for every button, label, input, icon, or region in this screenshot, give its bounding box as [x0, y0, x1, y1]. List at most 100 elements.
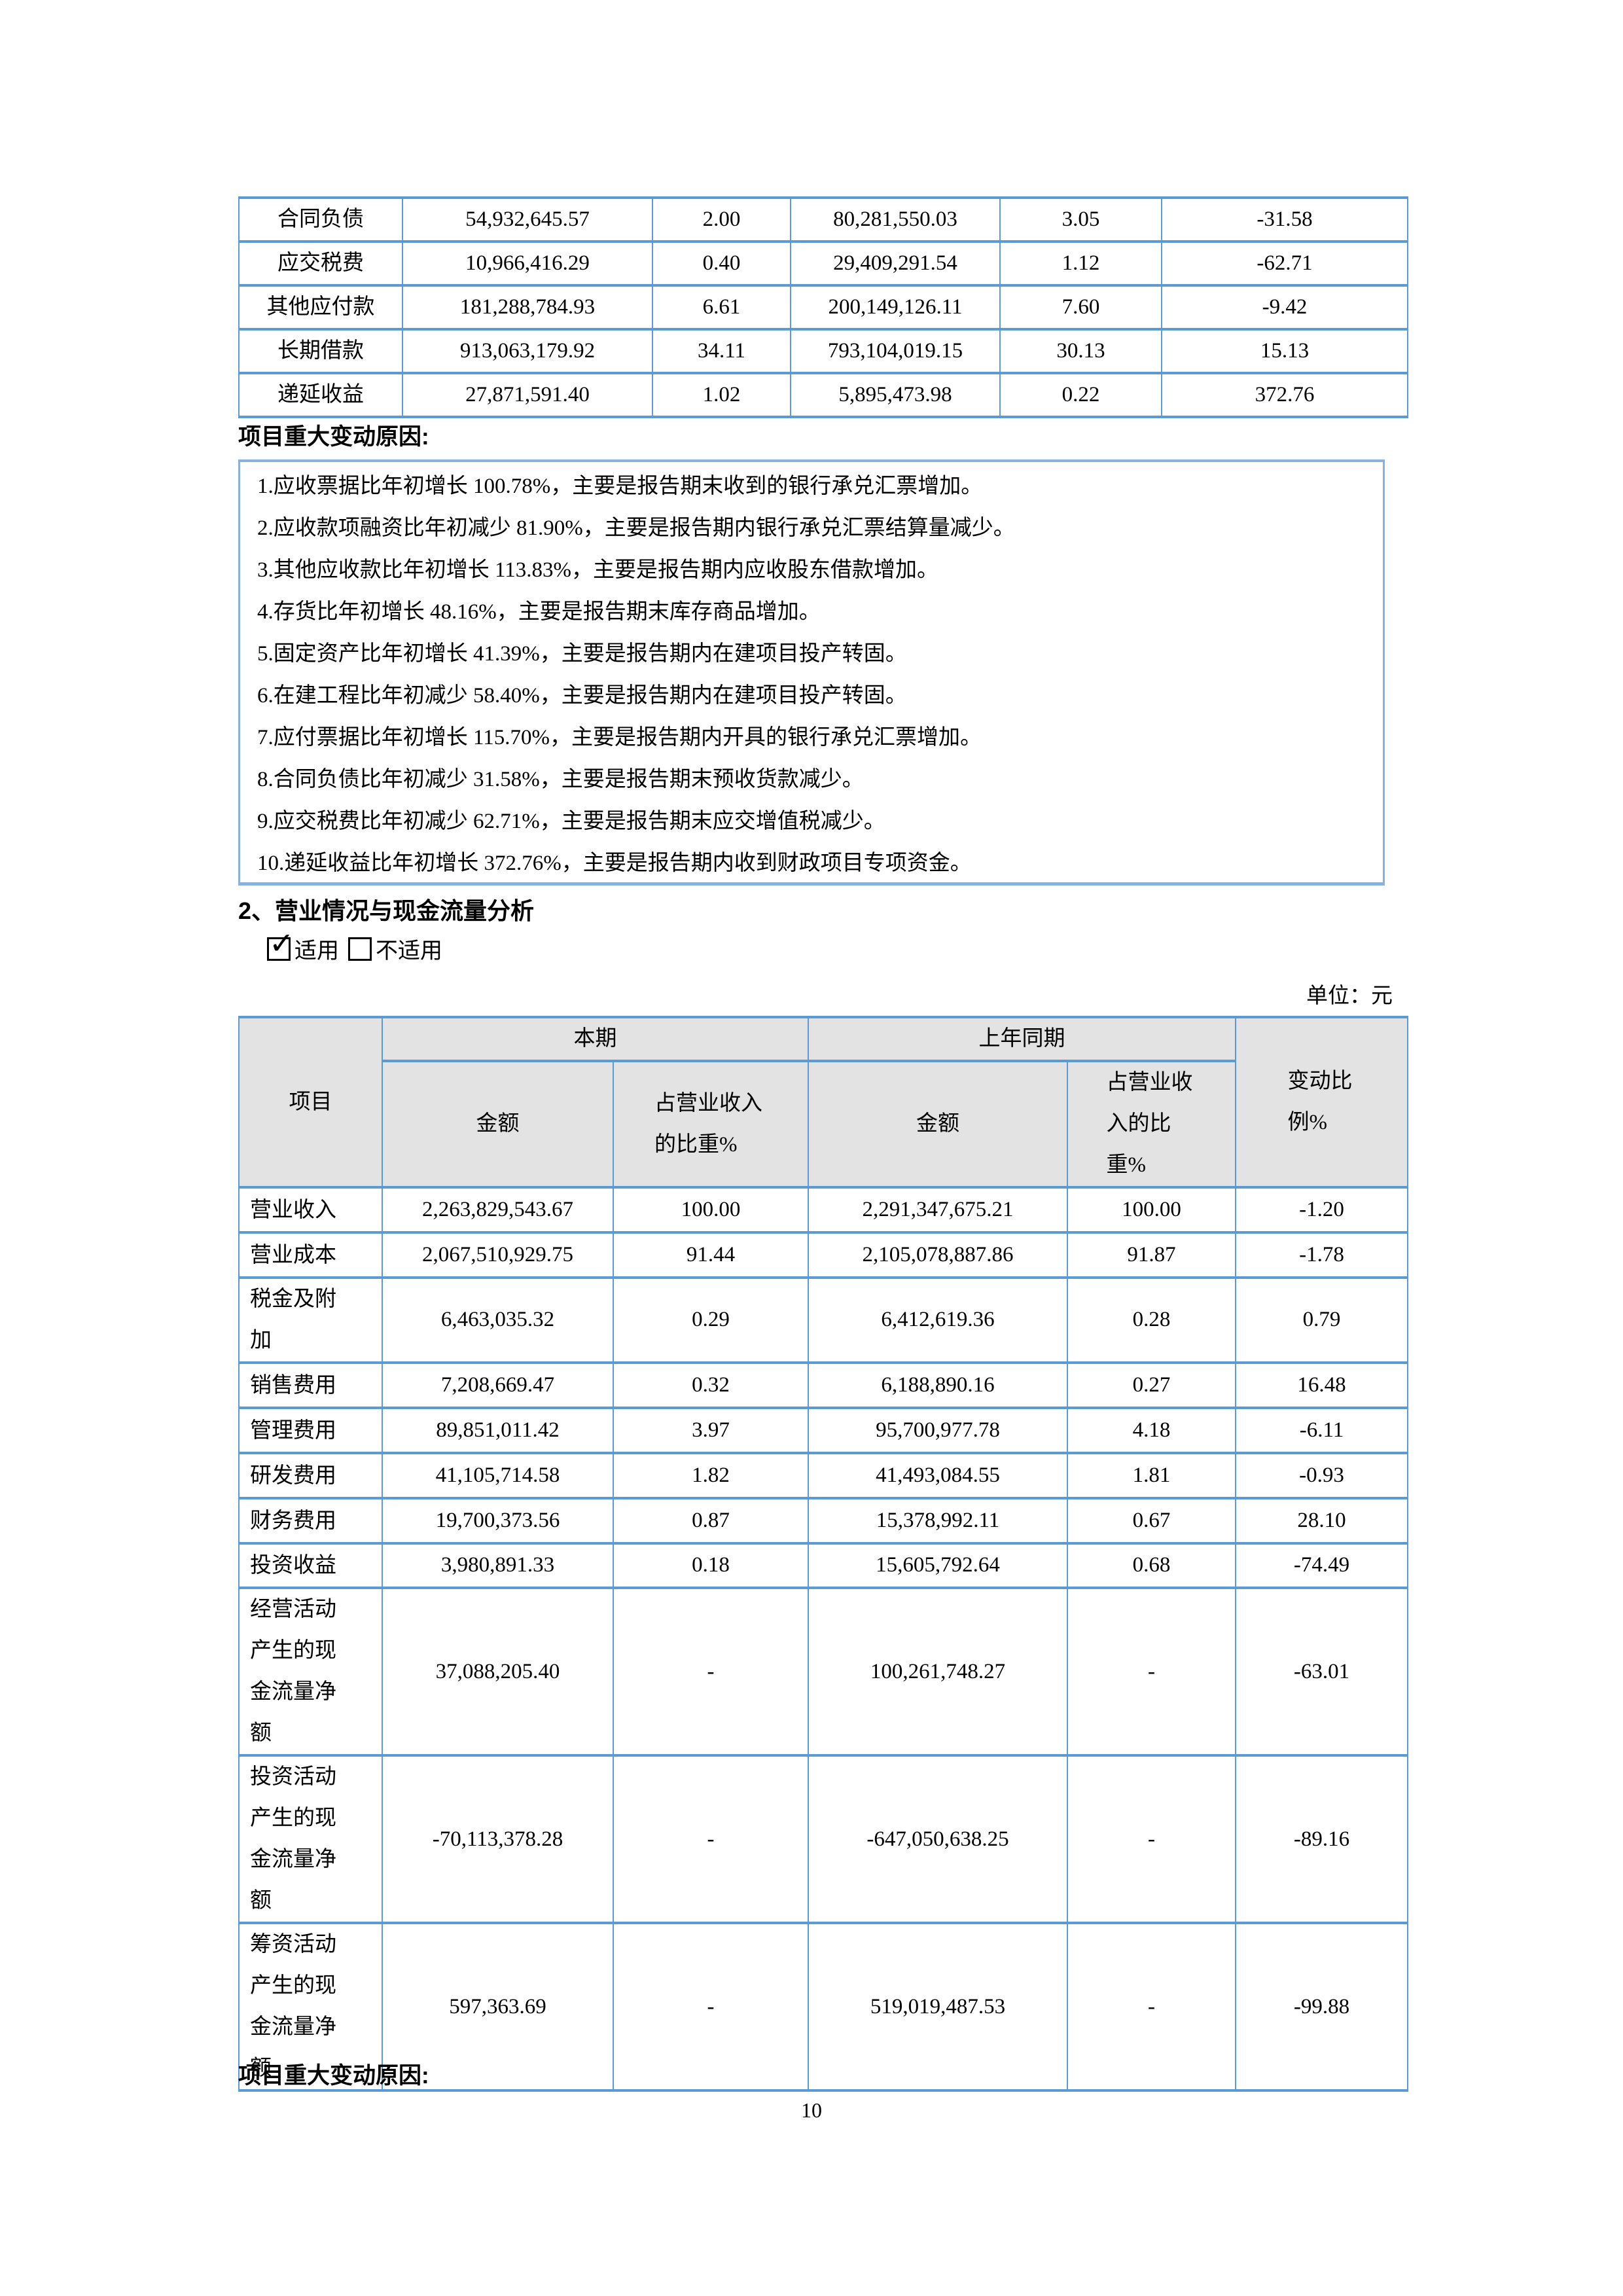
reason-item: 1.应收票据比年初增长 100.78%，主要是报告期末收到的银行承兑汇票增加。 — [257, 475, 983, 498]
prior-ratio-cell: 7.60 — [999, 284, 1162, 331]
change-ratio-cell: 15.13 — [1161, 328, 1408, 374]
prior-pct-cell: 100.00 — [1067, 1186, 1236, 1234]
item-label-cell: 经营活动产生的现金流量净额 — [238, 1587, 383, 1757]
item-label-cell: 投资活动产生的现金流量净额 — [238, 1754, 383, 1925]
current-pct-cell: - — [613, 1587, 809, 1757]
header-item: 项目 — [238, 1016, 383, 1189]
table-row: 研发费用 41,105,714.58 1.82 41,493,084.55 1.… — [238, 1451, 1408, 1499]
item-label-cell: 投资收益 — [238, 1541, 383, 1590]
table-row: 税金及附加 6,463,035.32 0.29 6,412,619.36 0.2… — [238, 1276, 1408, 1364]
current-pct-cell: 3.97 — [613, 1406, 809, 1454]
prior-amount-cell: 95,700,977.78 — [808, 1406, 1068, 1454]
row-label: 研发费用 — [250, 1463, 336, 1488]
prior-pct-cell: 1.81 — [1067, 1451, 1236, 1499]
table-row: 管理费用 89,851,011.42 3.97 95,700,977.78 4.… — [238, 1406, 1408, 1454]
table-row: 经营活动产生的现金流量净额 37,088,205.40 - 100,261,74… — [238, 1587, 1408, 1757]
unit-label: 单位：元 — [1306, 984, 1393, 1008]
header-current-pct: 占营业收入的比重% — [613, 1060, 809, 1189]
prior-ratio-cell: 3.05 — [999, 196, 1162, 243]
change-ratio-cell: -9.42 — [1161, 284, 1408, 331]
item-label-cell: 销售费用 — [238, 1361, 383, 1409]
reasons-list: 1.应收票据比年初增长 100.78%，主要是报告期末收到的银行承兑汇票增加。 … — [257, 465, 1376, 884]
current-amount-cell: 2,263,829,543.67 — [382, 1186, 614, 1234]
reason-item: 6.在建工程比年初减少 58.40%，主要是报告期内在建项目投产转固。 — [257, 684, 907, 708]
header-current-pct-text: 占营业收入的比重% — [654, 1091, 762, 1157]
item-label-cell: 筹资活动产生的现金流量净额 — [238, 1922, 383, 2092]
header-current-amount: 金额 — [382, 1060, 614, 1189]
row-label: 投资收益 — [250, 1554, 336, 1578]
item-label-cell: 其他应付款 — [238, 284, 403, 331]
item-label-cell: 税金及附加 — [238, 1276, 383, 1364]
current-amount-cell: 597,363.69 — [382, 1922, 614, 2092]
prior-ratio-cell: 30.13 — [999, 328, 1162, 374]
change-ratio-cell: -0.93 — [1235, 1451, 1408, 1499]
balance-items-table-body: 合同负债 54,932,645.57 2.00 80,281,550.03 3.… — [238, 196, 1408, 418]
current-amount-cell: 2,067,510,929.75 — [382, 1230, 614, 1279]
change-ratio-cell: -62.71 — [1161, 240, 1408, 287]
prior-pct-cell: - — [1067, 1754, 1236, 1925]
prior-pct-cell: 4.18 — [1067, 1406, 1236, 1454]
row-label: 管理费用 — [250, 1418, 336, 1443]
item-label-cell: 递延收益 — [238, 372, 403, 418]
reason-item: 3.其他应收款比年初增长 113.83%，主要是报告期内应收股东借款增加。 — [257, 558, 939, 582]
current-ratio-cell: 1.02 — [652, 372, 791, 418]
operations-table-header: 项目 本期 上年同期 变动比例% 金额 占营业收入的比重% 金额 占营业收入的比… — [238, 1016, 1408, 1189]
operations-table-body: 营业收入 2,263,829,543.67 100.00 2,291,347,6… — [238, 1186, 1408, 2092]
prior-amount-cell: 6,412,619.36 — [808, 1276, 1068, 1364]
current-amount-cell: 6,463,035.32 — [382, 1276, 614, 1364]
current-pct-cell: 0.29 — [613, 1276, 809, 1364]
current-pct-cell: 0.87 — [613, 1496, 809, 1545]
change-ratio-cell: 28.10 — [1235, 1496, 1408, 1545]
change-ratio-cell: 0.79 — [1235, 1276, 1408, 1364]
current-amount-cell: 181,288,784.93 — [402, 284, 653, 331]
prior-pct-cell: - — [1067, 1587, 1236, 1757]
prior-pct-cell: 0.67 — [1067, 1496, 1236, 1545]
operations-cashflow-table: 项目 本期 上年同期 变动比例% 金额 占营业收入的比重% 金额 占营业收入的比… — [238, 1016, 1408, 2092]
prior-amount-cell: 2,291,347,675.21 — [808, 1186, 1068, 1234]
table-row: 投资活动产生的现金流量净额 -70,113,378.28 - -647,050,… — [238, 1754, 1408, 1925]
current-amount-cell: 19,700,373.56 — [382, 1496, 614, 1545]
reason-item: 8.合同负债比年初减少 31.58%，主要是报告期末预收货款减少。 — [257, 768, 864, 791]
prior-amount-cell: 15,378,992.11 — [808, 1496, 1068, 1545]
table-row: 合同负债 54,932,645.57 2.00 80,281,550.03 3.… — [238, 196, 1408, 243]
item-label-cell: 营业收入 — [238, 1186, 383, 1234]
change-ratio-cell: -31.58 — [1161, 196, 1408, 243]
prior-pct-cell: - — [1067, 1922, 1236, 2092]
row-label: 筹资活动产生的现金流量净额 — [250, 1933, 336, 2081]
prior-amount-cell: 2,105,078,887.86 — [808, 1230, 1068, 1279]
applicable-checkbox-checked[interactable] — [267, 926, 294, 961]
current-amount-cell: 54,932,645.57 — [402, 196, 653, 243]
item-label-cell: 应交税费 — [238, 240, 403, 287]
prior-amount-cell: 200,149,126.11 — [790, 284, 1001, 331]
prior-pct-cell: 0.68 — [1067, 1541, 1236, 1590]
table-row: 递延收益 27,871,591.40 1.02 5,895,473.98 0.2… — [238, 372, 1408, 418]
current-pct-cell: 100.00 — [613, 1186, 809, 1234]
change-ratio-cell: 372.76 — [1161, 372, 1408, 418]
table-row: 投资收益 3,980,891.33 0.18 15,605,792.64 0.6… — [238, 1541, 1408, 1590]
current-pct-cell: 0.18 — [613, 1541, 809, 1590]
row-label: 销售费用 — [250, 1373, 336, 1397]
not-applicable-checkbox-unchecked[interactable] — [348, 937, 372, 961]
change-ratio-cell: -89.16 — [1235, 1754, 1408, 1925]
reason-item: 7.应付票据比年初增长 115.70%，主要是报告期内开具的银行承兑汇票增加。 — [257, 726, 982, 749]
header-prior-pct: 占营业收入的比重% — [1067, 1060, 1236, 1189]
current-ratio-cell: 6.61 — [652, 284, 791, 331]
row-label: 营业收入 — [250, 1198, 336, 1222]
current-amount-cell: 10,966,416.29 — [402, 240, 653, 287]
change-ratio-cell: 16.48 — [1235, 1361, 1408, 1409]
prior-amount-cell: 29,409,291.54 — [790, 240, 1001, 287]
table-row: 长期借款 913,063,179.92 34.11 793,104,019.15… — [238, 328, 1408, 374]
header-prior-period: 上年同期 — [808, 1016, 1236, 1062]
reason-item: 2.应收款项融资比年初减少 81.90%，主要是报告期内银行承兑汇票结算量减少。 — [257, 516, 1015, 540]
prior-ratio-cell: 0.22 — [999, 372, 1162, 418]
table-row: 营业成本 2,067,510,929.75 91.44 2,105,078,88… — [238, 1230, 1408, 1279]
applicable-label: 适用 — [294, 939, 339, 963]
current-ratio-cell: 34.11 — [652, 328, 791, 374]
item-label-cell: 合同负债 — [238, 196, 403, 243]
header-change-ratio: 变动比例% — [1235, 1016, 1408, 1189]
prior-amount-cell: 793,104,019.15 — [790, 328, 1001, 374]
section-title-operations-cashflow: 2、营业情况与现金流量分析 — [238, 897, 535, 924]
item-label-cell: 管理费用 — [238, 1406, 383, 1454]
change-ratio-cell: -74.49 — [1235, 1541, 1408, 1590]
item-label-cell: 长期借款 — [238, 328, 403, 374]
